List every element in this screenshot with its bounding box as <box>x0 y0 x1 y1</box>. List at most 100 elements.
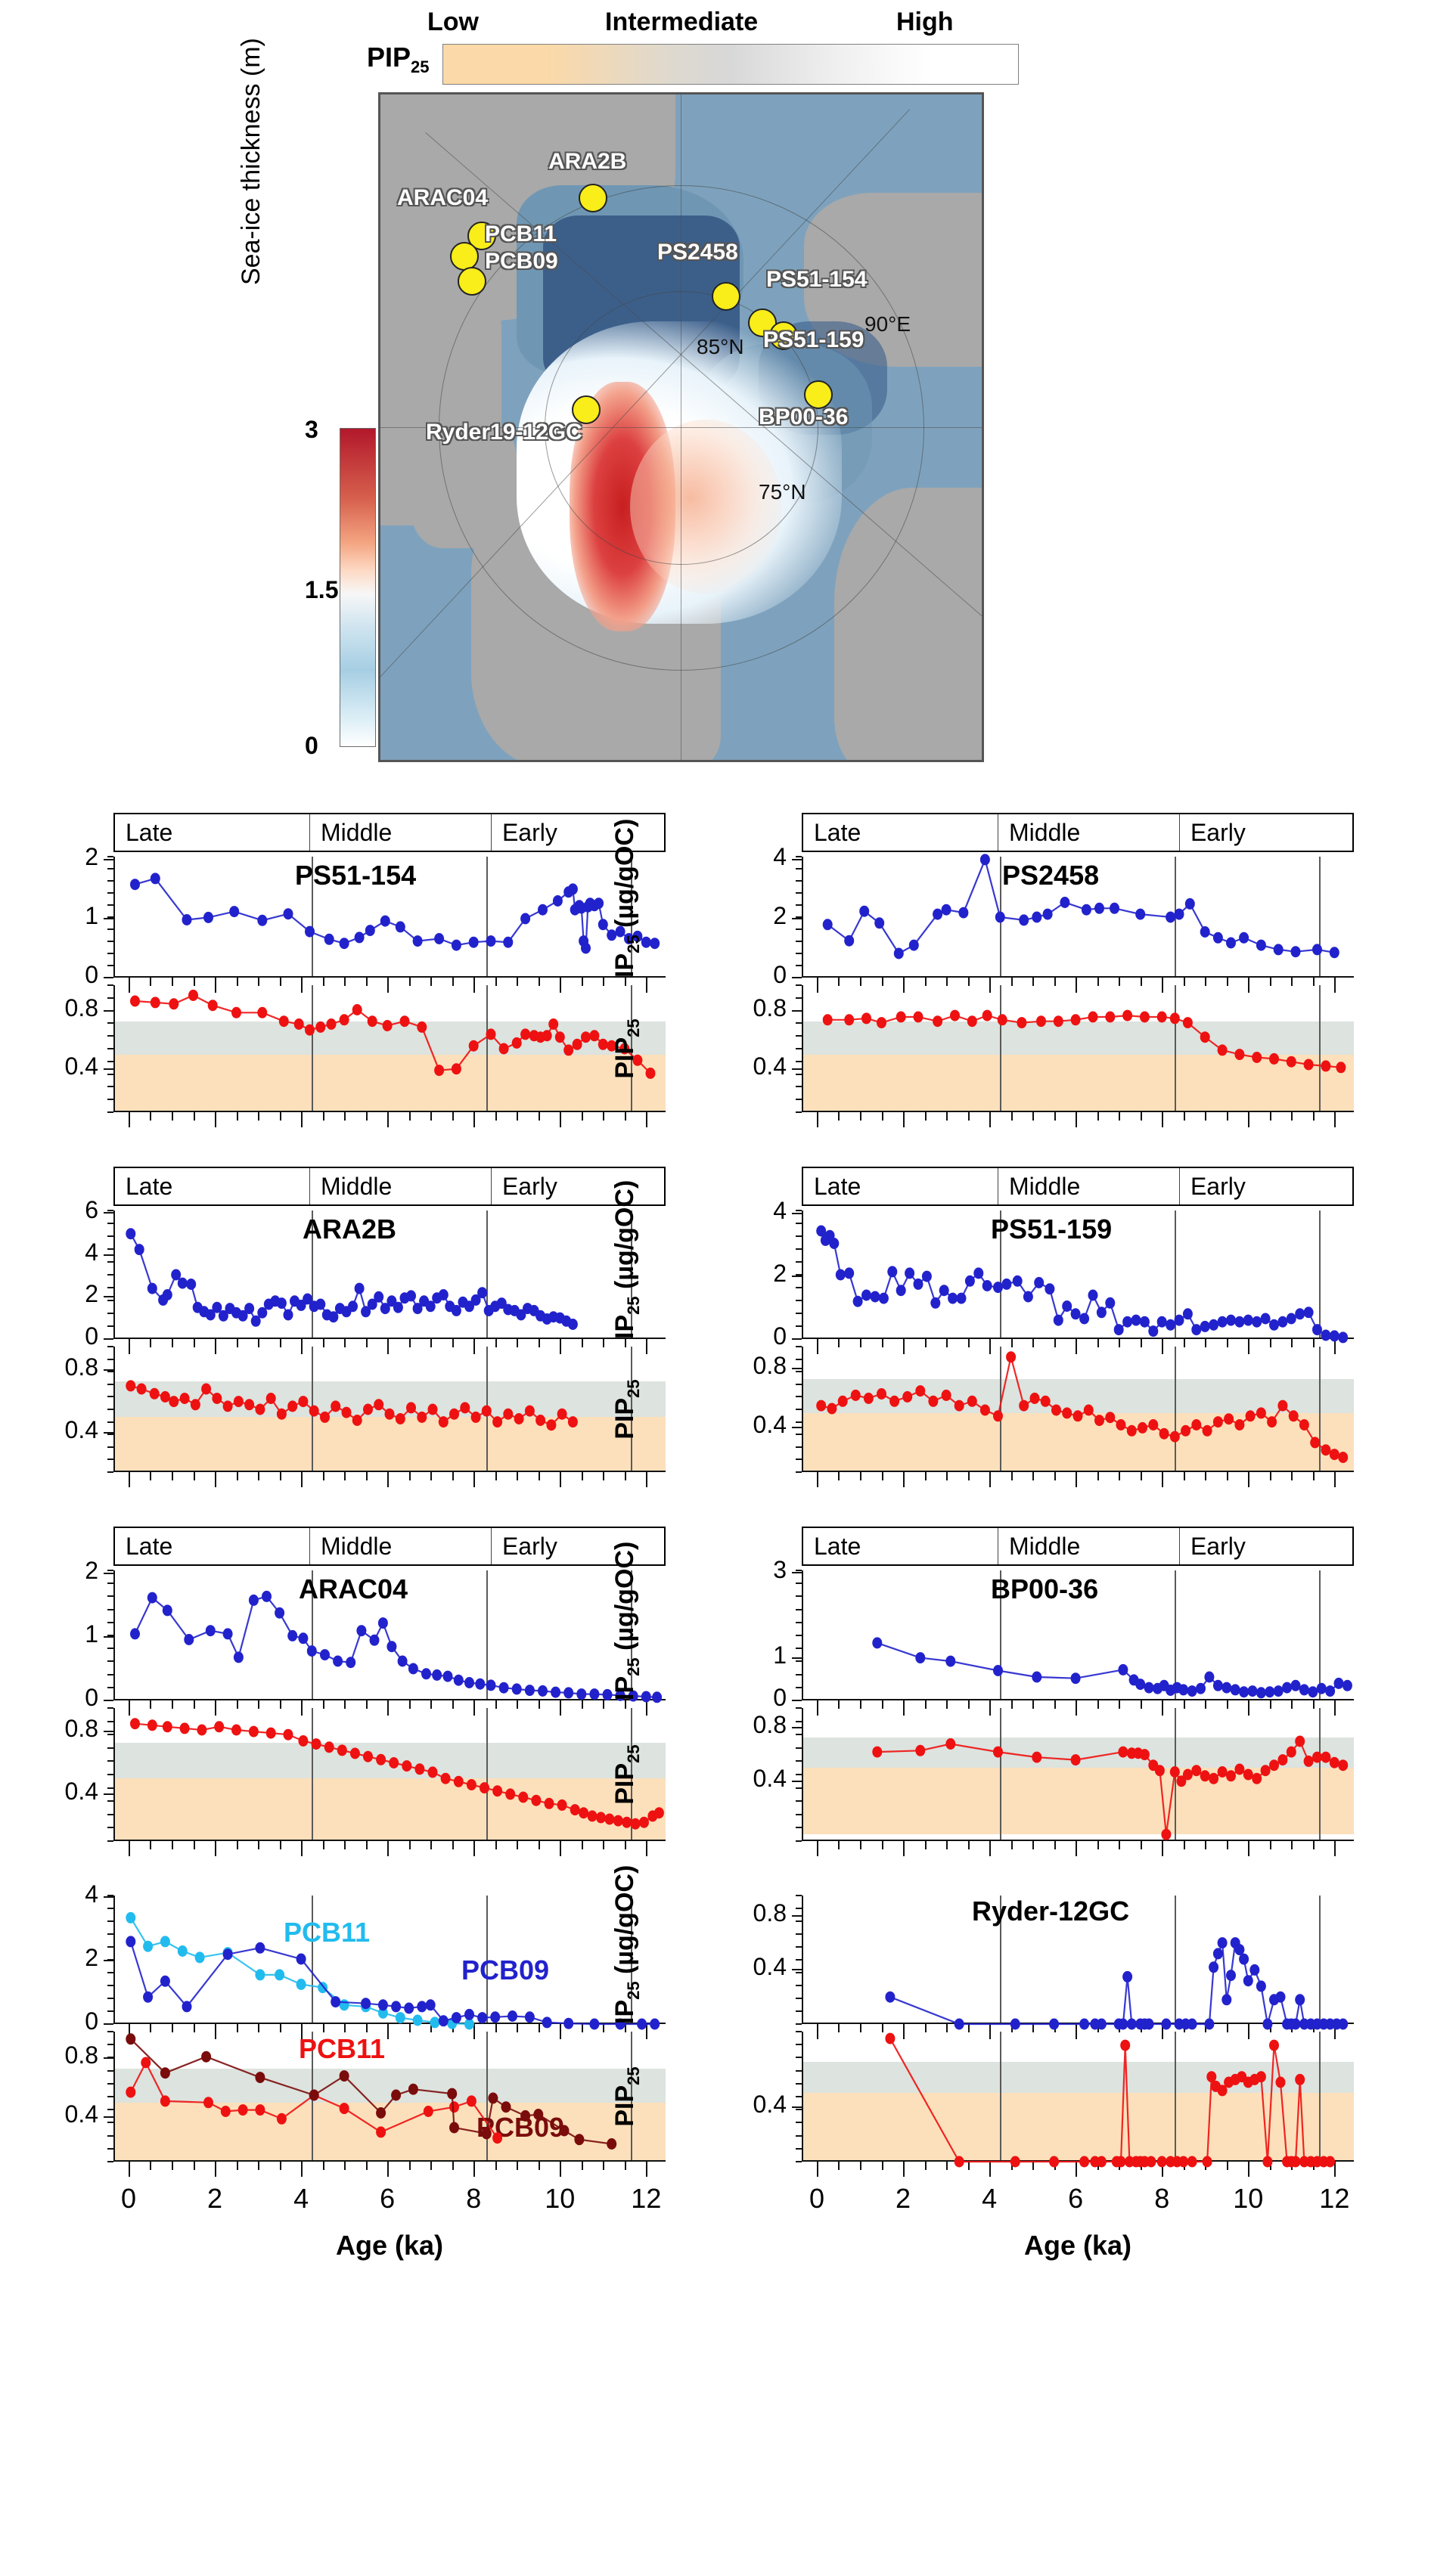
ps2458-ip25-yminor <box>796 941 802 942</box>
arac04-pip25-series <box>130 1718 664 1830</box>
bp00-36-pip25-yminor <box>796 1840 802 1842</box>
ps51-154-pip25-xtick <box>452 1112 454 1121</box>
ara2b-ip25-xtick <box>646 1339 648 1354</box>
epoch-divider-1 <box>1175 985 1176 1112</box>
ryder-pip25-yminor <box>796 2057 802 2059</box>
ps51-159-ip25-ytick-label: 2 <box>773 1260 787 1288</box>
ryder-ip25-ytick <box>792 1914 802 1917</box>
ps51-159-ip25-xtick <box>1183 1339 1185 1347</box>
site-label-ara2b: ARA2B <box>548 149 627 174</box>
ara2b-ip25-ytick-label: 2 <box>85 1280 98 1308</box>
arac04-pip25-xtick <box>517 1841 519 1849</box>
ps51-159-pip25-yminor <box>796 1409 802 1410</box>
ara2b-pip25-yminor <box>107 1458 113 1461</box>
ara2b-ip25-yminor <box>107 1325 113 1327</box>
ps51-154-ip25-title: PS51-154 <box>295 860 417 891</box>
arac04-ip25-xtick <box>538 1700 540 1709</box>
pcb-pip25-yminor <box>107 2147 113 2150</box>
ps51-154-pip25-panel: 0.4 0.8 <box>65 984 666 1127</box>
pcb-ip25-ytick-label: 2 <box>85 1944 98 1972</box>
ryder-pip25-bands <box>802 2032 1354 2162</box>
ps51-154-ip25-xtick <box>279 978 281 986</box>
ps2458-ip25-xtick <box>903 978 905 993</box>
x-tick-label-4: 4 <box>293 2183 309 2214</box>
epoch-header: Late Middle Early <box>113 1527 666 1566</box>
ps51-154-pip25-xtick <box>279 1112 281 1121</box>
bp00-36-ip25-xtick <box>1010 1700 1013 1709</box>
pcb-ip25-xtick <box>258 2024 260 2032</box>
arac04-ip25-yminor <box>107 1660 113 1663</box>
site-marker-ps2458[interactable] <box>712 282 740 311</box>
bp00-36-ip25-xtick <box>903 1700 905 1716</box>
ps2458-pip25-ytick-label: 0.8 <box>753 994 787 1022</box>
ps51-154-ip25-yminor <box>107 953 113 954</box>
ara2b-ip25-xtick <box>387 1339 390 1354</box>
bp00-36-pip25-xtick <box>1226 1841 1228 1849</box>
epoch-divider-0 <box>1000 985 1001 1112</box>
ps2458-pip25-ytick <box>792 1068 802 1070</box>
ryder-ip25-xtick <box>946 2024 948 2032</box>
legend-pip25-title: PIP25 <box>367 42 430 77</box>
pcb-pip25-xtick <box>322 2162 324 2170</box>
bp00-36-pip25-xtick <box>1183 1841 1185 1849</box>
ara2b-pip25-xtick <box>517 1472 519 1480</box>
site-marker-ara2b[interactable] <box>579 184 607 212</box>
ryder-ip25-yminor <box>796 1998 802 1999</box>
pcb-ip25-xtick <box>171 2024 173 2032</box>
pcb-ip25-y-axis <box>113 1896 115 2024</box>
epoch-divider-1 <box>1175 1570 1176 1700</box>
arac04-ip25-yminor <box>107 1635 113 1636</box>
ara2b-ip25-ytick <box>104 1254 113 1256</box>
ara2b-pip25-xtick <box>495 1472 497 1480</box>
ryder-pip25-yminor <box>796 2109 802 2111</box>
bp00-36-ip25-xtick <box>816 1700 818 1716</box>
ara2b-pip25-xtick <box>603 1472 605 1480</box>
x-axis-title: Age (ka) <box>1023 2230 1132 2261</box>
site-marker-ryder19-12gc[interactable] <box>572 395 601 424</box>
bp00-36-ip25-yminor <box>796 1700 802 1701</box>
ps2458-pip25-xtick <box>1054 1112 1056 1121</box>
ps51-154-ip25-xtick <box>387 978 390 993</box>
ps2458-pip25-xtick <box>816 1112 818 1127</box>
ps51-159-pip25-ytick-label: 0.4 <box>753 1411 787 1439</box>
bp00-36-ip25-x-axis <box>802 1699 1354 1700</box>
ara2b-pip25-y-axis <box>113 1347 115 1472</box>
ara2b-pip25-yminor <box>107 1446 113 1448</box>
ara2b-ip25-xtick <box>236 1339 238 1347</box>
ps51-154-pip25-xtick <box>408 1112 411 1121</box>
arac04-ip25-xtick <box>646 1700 648 1716</box>
ps51-159-ip25-yminor <box>796 1261 802 1263</box>
arac04-ip25-x-axis <box>113 1699 666 1700</box>
arac04-ip25-xtick <box>560 1700 562 1716</box>
ps2458-pip25-xtick <box>1119 1112 1121 1121</box>
ara2b-pip25-xtick <box>430 1472 433 1480</box>
ps51-154-ip25-xtick <box>171 978 173 986</box>
ps51-159-ip25-ytick-label: 4 <box>773 1197 787 1225</box>
ryder-ip25-xtick <box>1205 2024 1207 2032</box>
pcb-ip25-ytick-label: 4 <box>85 1880 98 1908</box>
band-low <box>802 2093 1354 2162</box>
site-marker-bp00-36[interactable] <box>804 380 833 409</box>
ps51-154-ip25-yminor <box>107 904 113 906</box>
ps51-159-pip25-xtick <box>1119 1472 1121 1480</box>
ara2b-ip25-yminor <box>107 1287 113 1288</box>
bp00-36-ip25-xtick <box>1291 1700 1293 1709</box>
ps2458-pip25-yminor <box>796 1073 802 1075</box>
site-marker-pcb09[interactable] <box>458 267 486 296</box>
ps51-159-ip25-xtick <box>1334 1339 1336 1354</box>
ara2b-ip25-xtick <box>279 1339 281 1347</box>
epoch-label-middle: Middle <box>321 1532 393 1560</box>
ara2b-pip25-xtick <box>150 1472 152 1480</box>
bp00-36-ip25-yminor <box>796 1660 802 1663</box>
ryder-ip25-xtick <box>1032 2024 1035 2032</box>
ps51-154-ip25-xtick <box>344 978 346 986</box>
ps2458-ip25-xtick <box>859 978 861 986</box>
bp00-36-pip25-xtick <box>989 1841 992 1856</box>
ps2458-ip25-xtick <box>881 978 883 986</box>
ps51-154-pip25-bands <box>113 985 666 1112</box>
ryder-pip25-y-axis <box>802 2032 803 2162</box>
pcb-ip25-x-axis <box>113 2023 666 2024</box>
bp00-36-ip25-xtick <box>1076 1700 1078 1716</box>
site-marker-ps51-159[interactable] <box>769 321 798 350</box>
arac04-pip25-xtick <box>538 1841 540 1849</box>
